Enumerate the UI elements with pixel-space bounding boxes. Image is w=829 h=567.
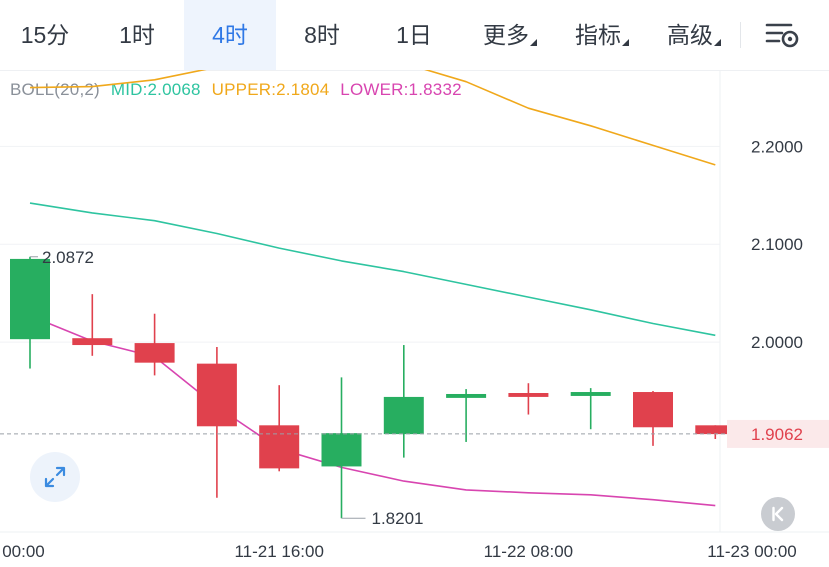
y-tick-label: 2.2000 xyxy=(751,137,803,156)
tab-8h[interactable]: 8时 xyxy=(304,22,340,48)
candle-body xyxy=(196,363,237,427)
boll-legend: BOLL(20,2) MID:2.0068 UPPER:2.1804 LOWER… xyxy=(10,80,468,100)
x-tick-label: 11-23 00:00 xyxy=(707,542,796,561)
candle-body xyxy=(10,258,50,340)
boll-upper-value: UPPER:2.1804 xyxy=(211,80,330,99)
tab-divider xyxy=(740,22,741,48)
x-tick-label: 11-21 00:00 xyxy=(0,542,45,561)
boll-mid-line xyxy=(29,202,716,337)
tab-15min[interactable]: 15分 xyxy=(20,22,70,48)
boll-name: BOLL(20,2) xyxy=(10,80,100,99)
chart-settings-button[interactable] xyxy=(762,18,802,52)
tab-1d[interactable]: 1日 xyxy=(396,22,432,48)
candle-body xyxy=(570,392,611,396)
boll-lower-value: LOWER:1.8332 xyxy=(340,80,462,99)
tab-advanced[interactable]: 高级 xyxy=(644,0,736,70)
tab-indicators[interactable]: 指标 xyxy=(552,0,644,70)
tab-indicators-label: 指标 xyxy=(575,22,621,48)
fullscreen-button[interactable] xyxy=(30,452,80,502)
tab-more[interactable]: 更多 xyxy=(460,0,552,70)
x-tick-label: 11-22 08:00 xyxy=(484,542,573,561)
candle-body xyxy=(383,396,424,435)
tab-4h[interactable]: 4时 xyxy=(184,0,276,70)
current-price-label: 1.9062 xyxy=(751,425,803,444)
y-tick-label: 2.0000 xyxy=(751,333,803,352)
max-price-label: 2.0872 xyxy=(42,248,94,267)
candle-body xyxy=(695,425,736,435)
dropdown-caret-icon xyxy=(530,39,537,46)
candle-body xyxy=(321,433,362,467)
scroll-to-latest-icon xyxy=(772,506,784,522)
candlestick-chart[interactable]: 2.2000 2.1000 2.0000 2.0872 1.8201 1.9062 11-2… xyxy=(0,70,829,567)
y-tick-label: 2.1000 xyxy=(751,235,803,254)
candle-body xyxy=(446,393,487,398)
current-price-tag-bg xyxy=(727,419,829,448)
candle-body xyxy=(508,393,549,397)
dropdown-caret-icon xyxy=(714,39,721,46)
expand-arrows-icon xyxy=(44,466,66,488)
boll-lower-line xyxy=(29,314,716,507)
chart-settings-icon xyxy=(765,23,799,48)
candle-body xyxy=(72,338,113,346)
boll-upper-line xyxy=(29,70,716,166)
candle-body xyxy=(633,392,673,428)
timeframe-tab-bar: 15分 1时 4时 8时 1日 更多 指标 高级 xyxy=(0,0,829,71)
boll-mid-value: MID:2.0068 xyxy=(110,80,201,99)
x-tick-label: 11-21 16:00 xyxy=(234,542,323,561)
candle-body xyxy=(134,343,175,363)
tab-more-label: 更多 xyxy=(483,22,529,48)
scroll-to-latest-button[interactable] xyxy=(761,497,795,531)
min-price-label: 1.8201 xyxy=(372,509,424,528)
tab-advanced-label: 高级 xyxy=(667,22,713,48)
tab-1h[interactable]: 1时 xyxy=(119,22,155,48)
dropdown-caret-icon xyxy=(622,39,629,46)
candle-body xyxy=(259,425,300,469)
